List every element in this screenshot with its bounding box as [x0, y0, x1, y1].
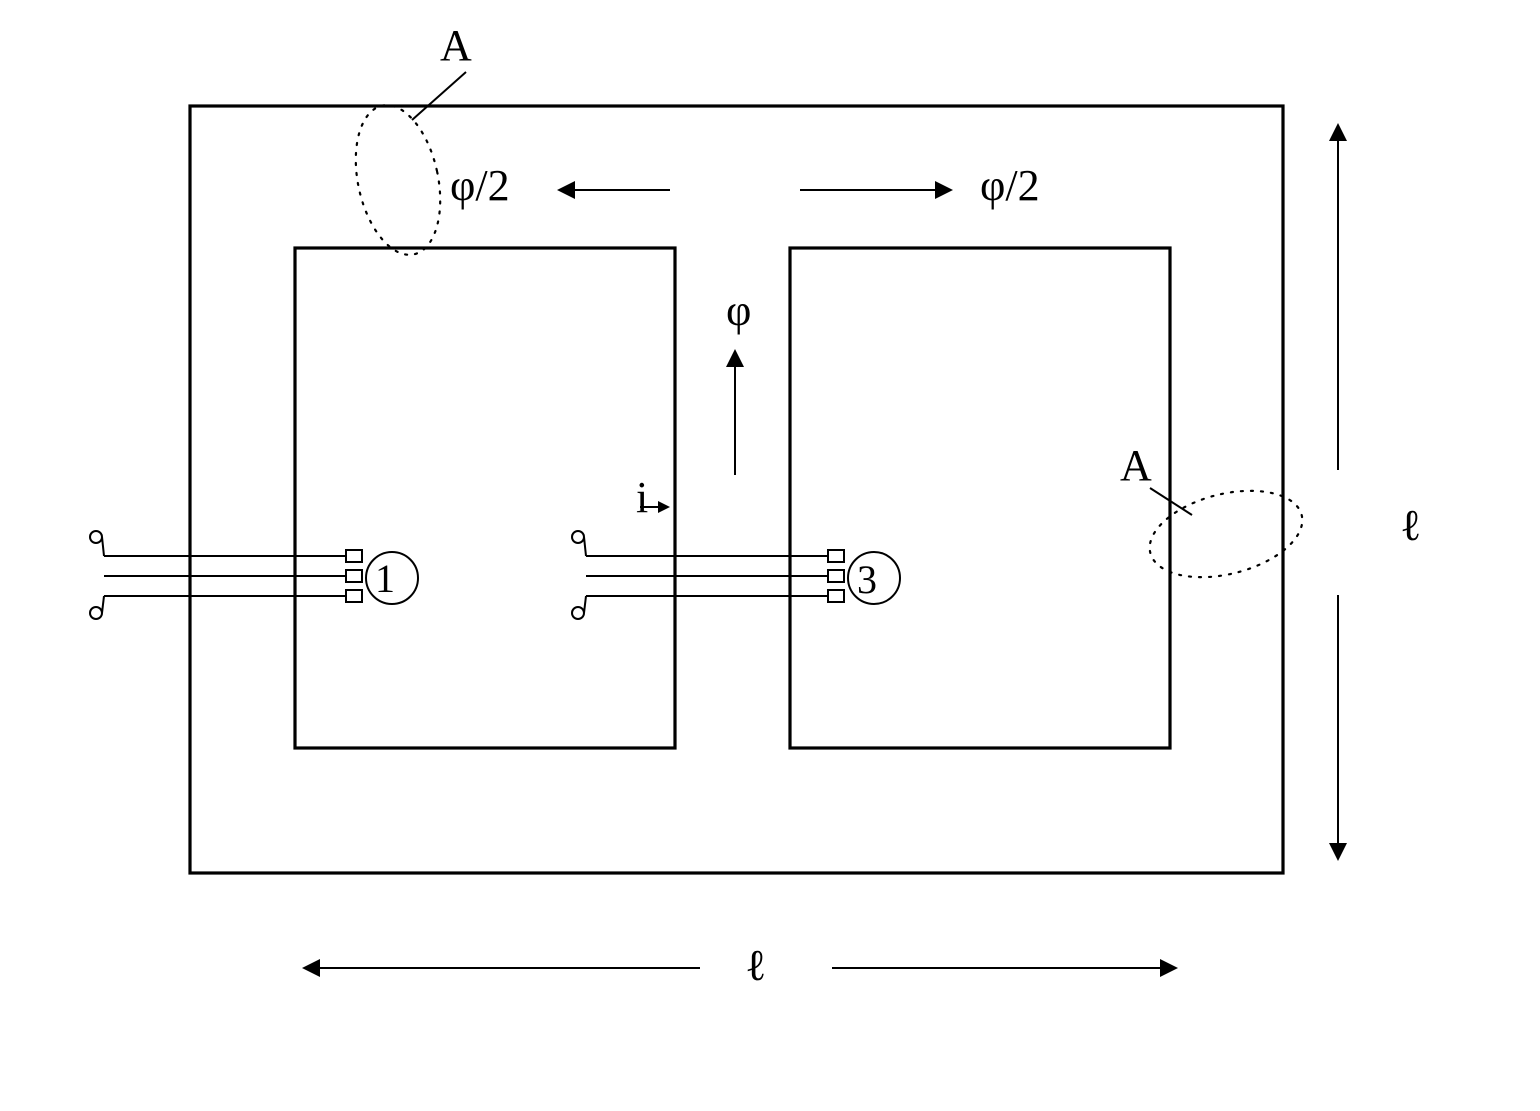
label-ly: ℓ: [745, 941, 766, 990]
coil-1: [90, 531, 362, 619]
core-window-left: [295, 248, 675, 748]
core-window-right: [790, 248, 1170, 748]
label-phi-right: φ/2: [980, 161, 1040, 210]
cross-section-aw: [1141, 476, 1312, 591]
label-i3: i: [636, 473, 648, 522]
coil-3-notch-3: [828, 590, 844, 602]
coil-1-notch-2: [346, 570, 362, 582]
label-phi-left: φ/2: [450, 161, 510, 210]
cross-section-ay: [343, 97, 453, 262]
coil-1-terminal-1: [90, 531, 102, 543]
label-phi-center: φ: [726, 286, 751, 335]
leader-ay: [412, 72, 466, 120]
label-ay: A: [440, 21, 472, 70]
label-lw: ℓ: [1400, 501, 1421, 550]
label-aw: A: [1120, 441, 1152, 490]
coil-1-notch-1: [346, 550, 362, 562]
coil-3-notch-2: [828, 570, 844, 582]
magnetic-core-diagram: 1 3 A Aφ/2 φ/2 φ i ℓ ℓ: [0, 0, 1540, 1111]
coil-3: [572, 531, 844, 619]
coil-1-notch-3: [346, 590, 362, 602]
coil-3-terminal-1: [572, 531, 584, 543]
coil-1-label: 1: [375, 556, 395, 601]
coil-3-terminal-2: [572, 607, 584, 619]
coil-1-terminal-2: [90, 607, 102, 619]
coil-3-notch-1: [828, 550, 844, 562]
coil-3-label: 3: [857, 557, 877, 602]
